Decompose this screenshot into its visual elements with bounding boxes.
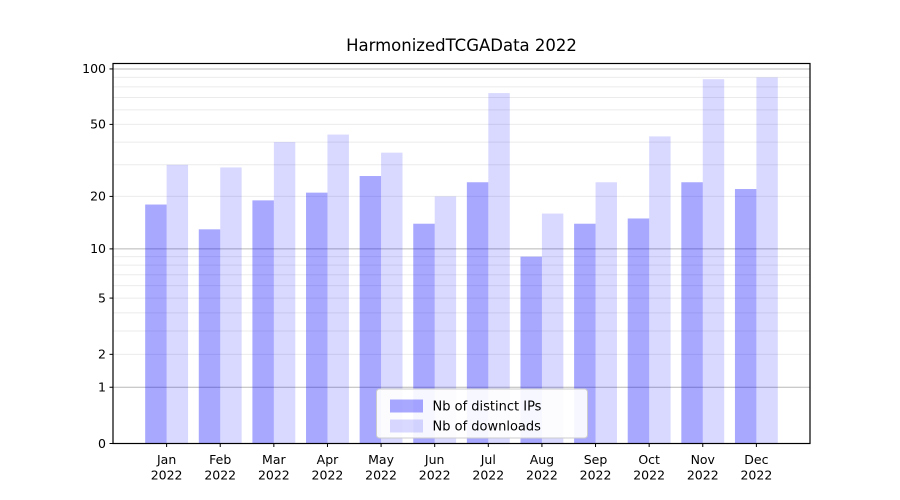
x-tick-label-sep: Sep — [584, 452, 608, 467]
bar-sep-nb-of-downloads — [595, 182, 617, 444]
x-tick-label-year-dec: 2022 — [740, 468, 772, 483]
y-tick-label-1: 1 — [98, 380, 106, 395]
bar-nov-nb-of-distinct-ips — [681, 182, 703, 444]
legend-label-nb-of-downloads: Nb of downloads — [433, 420, 542, 435]
y-tick-label-100: 100 — [82, 61, 106, 76]
x-tick-label-year-aug: 2022 — [526, 468, 558, 483]
bar-may-nb-of-distinct-ips — [359, 176, 382, 444]
bar-mar-nb-of-downloads — [273, 142, 296, 444]
axes-ticks: 0125102050100Jan2022Feb2022Mar2022Apr202… — [82, 61, 772, 482]
x-tick-label-year-sep: 2022 — [580, 468, 612, 483]
bar-jul-nb-of-downloads — [488, 93, 510, 444]
x-tick-label-year-jul: 2022 — [472, 468, 504, 483]
bar-mar-nb-of-distinct-ips — [252, 200, 274, 444]
bar-oct-nb-of-downloads — [649, 136, 671, 444]
y-tick-label-50: 50 — [90, 117, 106, 132]
x-tick-label-may: May — [368, 452, 394, 467]
legend-swatch-nb-of-downloads — [390, 419, 423, 433]
bar-feb-nb-of-distinct-ips — [198, 229, 221, 444]
x-tick-label-jan: Jan — [156, 452, 176, 467]
x-tick-label-year-apr: 2022 — [312, 468, 344, 483]
x-tick-label-oct: Oct — [638, 452, 660, 467]
bar-dec-nb-of-distinct-ips — [734, 189, 757, 444]
bar-apr-nb-of-downloads — [327, 134, 349, 444]
x-tick-label-year-may: 2022 — [365, 468, 397, 483]
bar-jul-nb-of-distinct-ips — [466, 182, 489, 444]
x-tick-label-year-jan: 2022 — [151, 468, 183, 483]
x-tick-label-aug: Aug — [530, 452, 554, 467]
x-tick-label-year-jun: 2022 — [419, 468, 451, 483]
legend-box — [376, 388, 588, 439]
x-tick-label-dec: Dec — [744, 452, 768, 467]
bars — [145, 77, 778, 444]
x-tick-label-year-oct: 2022 — [633, 468, 665, 483]
legend-swatch-nb-of-distinct-ips — [390, 399, 423, 413]
bar-feb-nb-of-downloads — [220, 167, 242, 444]
bar-nov-nb-of-downloads — [702, 79, 725, 444]
gridlines — [113, 68, 810, 388]
bar-aug-nb-of-downloads — [541, 213, 564, 444]
bar-dec-nb-of-downloads — [756, 77, 778, 444]
bar-jun-nb-of-downloads — [434, 196, 457, 444]
legend: Nb of distinct IPs Nb of downloads — [376, 388, 588, 439]
bar-apr-nb-of-distinct-ips — [306, 192, 328, 444]
chart-title: HarmonizedTCGAData 2022 — [346, 36, 577, 55]
y-tick-label-5: 5 — [98, 290, 106, 305]
y-tick-label-2: 2 — [98, 347, 106, 362]
x-tick-label-year-feb: 2022 — [204, 468, 236, 483]
bar-jan-nb-of-distinct-ips — [145, 204, 167, 444]
x-tick-label-year-mar: 2022 — [258, 468, 290, 483]
bar-oct-nb-of-distinct-ips — [627, 218, 650, 444]
legend-label-nb-of-distinct-ips: Nb of distinct IPs — [433, 400, 542, 415]
y-tick-label-0: 0 — [98, 436, 106, 451]
x-tick-label-nov: Nov — [691, 452, 716, 467]
x-tick-label-jul: Jul — [480, 452, 496, 467]
y-tick-label-20: 20 — [90, 189, 106, 204]
x-tick-label-mar: Mar — [262, 452, 286, 467]
x-tick-label-jun: Jun — [424, 452, 445, 467]
bar-jan-nb-of-downloads — [166, 164, 189, 444]
x-tick-label-year-nov: 2022 — [687, 468, 719, 483]
x-tick-label-apr: Apr — [317, 452, 339, 467]
y-tick-label-10: 10 — [90, 241, 106, 256]
x-tick-label-feb: Feb — [209, 452, 231, 467]
bar-may-nb-of-downloads — [381, 152, 403, 444]
plot-border — [112, 62, 811, 445]
